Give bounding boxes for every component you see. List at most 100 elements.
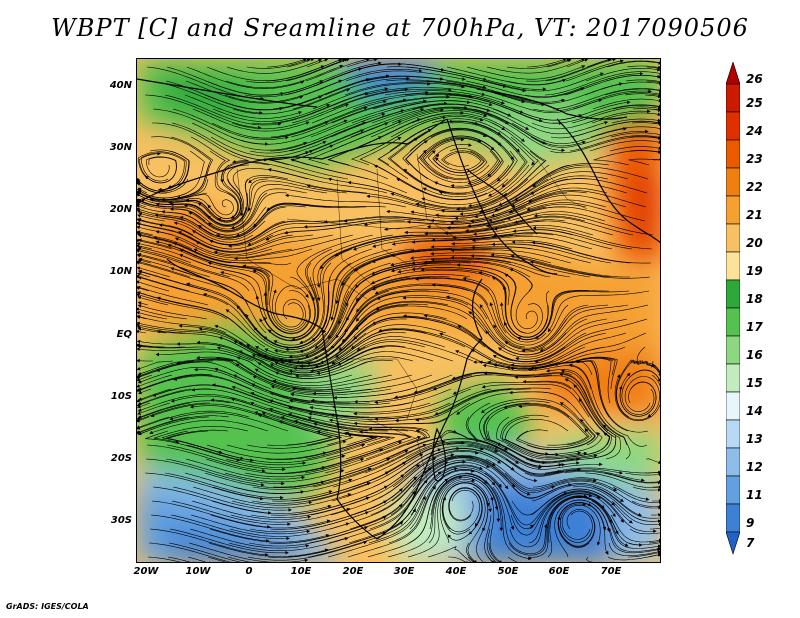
streamline [154,213,266,241]
streamline [137,430,149,436]
streamline [369,460,467,530]
streamline [373,164,488,200]
streamline [424,94,543,123]
streamline [410,192,528,218]
streamline [156,296,266,348]
streamline [366,194,487,212]
streamline [508,494,588,556]
streamline [137,207,214,236]
streamline [625,79,660,84]
streamline [314,262,392,349]
streamline [415,178,529,211]
country-borders [236,153,588,480]
streamline [287,521,404,558]
streamline [574,359,649,433]
colorbar-box [726,139,740,169]
streamline [624,93,660,98]
streamline [179,248,269,306]
streamline [365,76,487,89]
streamline [331,95,450,124]
streamline [144,472,264,501]
streamline [179,254,268,320]
streamline [169,528,289,555]
streamline [231,103,349,130]
streamline [345,70,466,82]
streamline [310,99,427,138]
streamline [430,251,552,264]
streamline [161,136,213,202]
streamline [269,151,349,180]
streamline [479,304,568,350]
streamline [515,418,596,450]
streamline [467,556,476,562]
colorbar-box [726,223,740,253]
streamline [184,94,303,119]
streamline [137,325,187,334]
streamline [304,435,422,474]
streamline [269,392,391,406]
colorbar-label: 17 [746,320,763,334]
streamline [570,120,660,138]
streamline [137,304,208,320]
streamline [489,302,569,346]
streamline [363,220,486,227]
streamline [137,274,190,292]
streamline [137,307,188,320]
streamline [467,430,580,467]
streamline [439,480,492,544]
streamline [504,82,623,104]
streamline [390,114,506,138]
streamline [220,161,329,183]
streamline [173,375,291,404]
streamline [169,412,289,432]
streamline [232,88,351,115]
streamline [137,266,171,278]
streamline [627,551,660,558]
streamline [410,465,502,516]
streamline [225,64,344,89]
streamline [647,553,660,558]
streamline [532,166,649,188]
streamline [481,398,589,432]
streamline [565,60,660,82]
streamline [564,470,660,485]
streamline [544,467,660,475]
lat-label-30n: 30N [109,142,132,153]
streamline [137,218,232,250]
streamline [189,405,309,432]
streamline [509,268,538,330]
streamline [471,122,528,197]
streamline [265,435,378,460]
streamline [444,94,563,126]
chart-title: WBPT [C] and Sreamline at 700hPa, VT: 20… [51,14,749,42]
streamline [370,269,491,284]
streamline [155,230,273,257]
streamline [137,249,250,292]
streamline [303,218,426,229]
streamline [488,199,607,223]
streamline [137,293,228,320]
streamline [552,480,660,510]
streamline [645,458,660,465]
streamline [137,253,211,278]
streamline [522,379,611,446]
streamline [296,234,374,301]
streamline [557,502,607,548]
streamline [430,474,501,523]
streamline [137,218,194,236]
streamline [265,59,343,82]
streamline [146,444,266,473]
streamlines [137,59,660,562]
streamline [209,528,330,543]
streamline [467,486,486,562]
streamline [388,469,475,544]
streamline [530,129,649,148]
streamline [335,422,431,446]
streamline [137,329,147,334]
streamline [528,493,616,544]
streamline [626,65,660,70]
streamline [137,247,231,278]
streamline [370,110,488,138]
streamline [185,458,306,480]
lat-label-10s: 10S [110,391,132,402]
